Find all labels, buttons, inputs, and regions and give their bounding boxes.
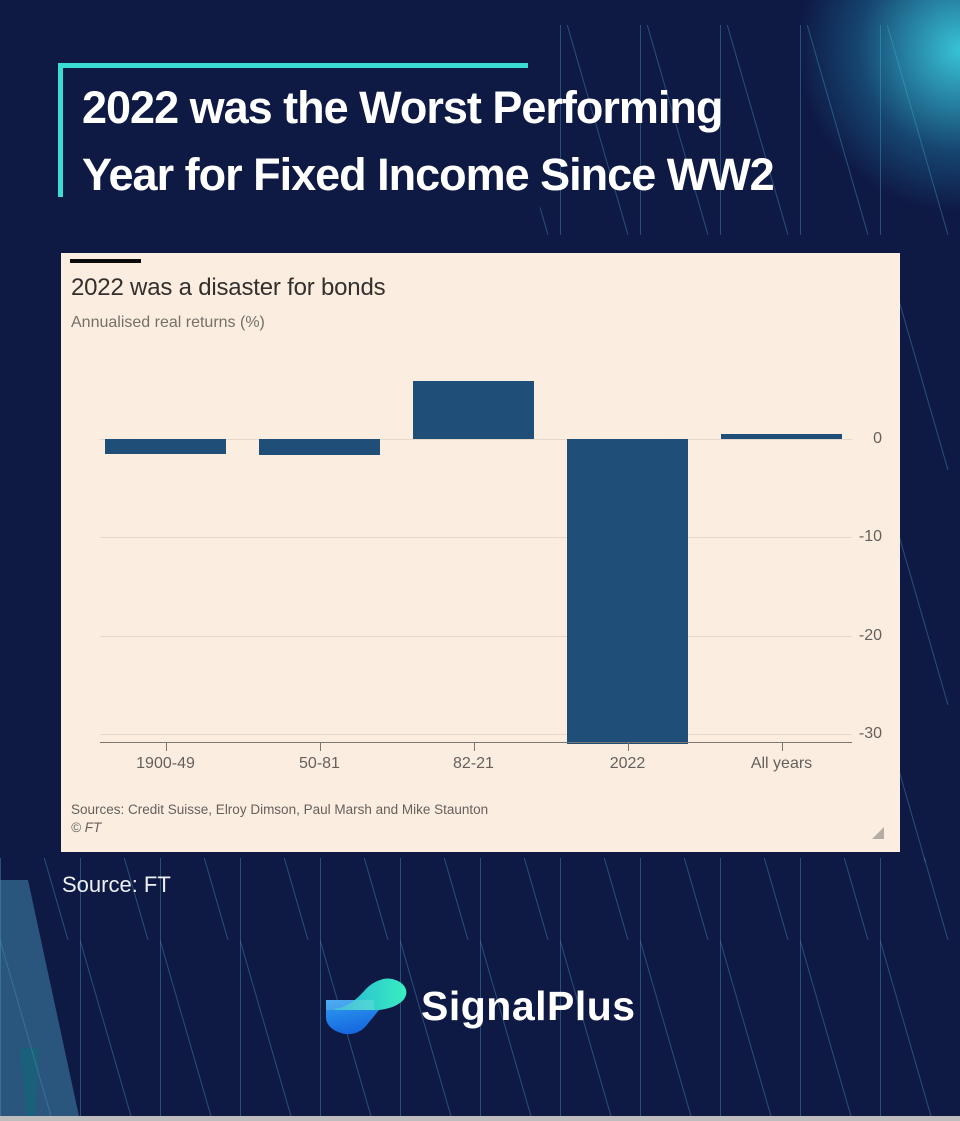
sources-note: Sources: Credit Suisse, Elroy Dimson, Pa… [71, 802, 489, 817]
accent-line-horizontal [58, 63, 528, 68]
page-title-line2: Year for Fixed Income Since WW2 [82, 149, 775, 200]
y-tick-label: 0 [873, 430, 882, 447]
grid-line [100, 635, 852, 637]
grid-line [100, 439, 852, 440]
y-tick-label: -20 [858, 626, 882, 644]
ft-marker-bar [70, 259, 141, 263]
x-tick-label: 1900-49 [136, 755, 195, 772]
bottom-edge-strip [0, 1116, 960, 1121]
page-title-line1: 2022 was the Worst Performing [82, 82, 723, 133]
axis-tick [165, 743, 167, 751]
axis-tick [781, 743, 783, 751]
source-attribution: Source: FT [62, 872, 171, 897]
x-tick-label: 2022 [609, 755, 646, 772]
chart-card: 2022 was a disaster for bonds Annualised… [61, 253, 900, 852]
x-axis-line [100, 742, 852, 743]
signalplus-logo-icon [326, 978, 407, 1035]
signalplus-logo-text: SignalPlus [421, 983, 636, 1029]
resize-handle-icon [872, 827, 884, 839]
bar [413, 381, 534, 439]
chart-title: 2022 was a disaster for bonds [71, 274, 386, 301]
accent-line-vertical [58, 63, 63, 197]
page-title: 2022 was the Worst Performing Year for F… [82, 74, 862, 208]
bar [721, 434, 842, 439]
grid-line [100, 537, 852, 539]
y-tick-label: -10 [858, 528, 882, 546]
axis-tick [319, 743, 321, 751]
grid-line [100, 733, 852, 735]
axis-tick [627, 743, 629, 751]
x-tick-label: All years [750, 755, 813, 772]
copyright-note: © FT [71, 820, 102, 835]
bar [567, 439, 688, 744]
x-tick-label: 82-21 [453, 755, 494, 772]
y-tick-label: -30 [858, 724, 882, 742]
bar [259, 439, 380, 455]
bar [105, 439, 226, 454]
x-tick-label: 50-81 [299, 755, 340, 772]
axis-tick [473, 743, 475, 751]
chart-subtitle: Annualised real returns (%) [71, 314, 265, 331]
